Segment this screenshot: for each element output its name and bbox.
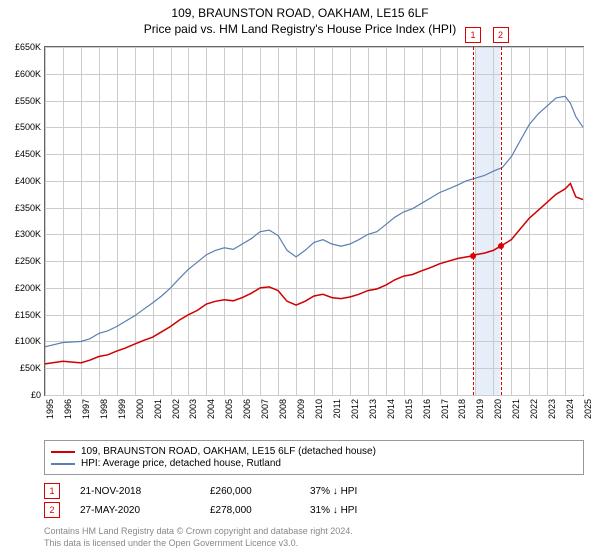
x-tick-label: 2011 bbox=[332, 399, 342, 418]
y-tick-label: £600K bbox=[15, 69, 41, 79]
x-tick-label: 2006 bbox=[242, 399, 252, 419]
x-tick-label: 1998 bbox=[99, 399, 109, 419]
title-subtitle: Price paid vs. HM Land Registry's House … bbox=[0, 22, 600, 36]
x-tick-label: 2000 bbox=[135, 399, 145, 419]
legend-swatch bbox=[51, 463, 75, 465]
sale-delta: 31% ↓ HPI bbox=[310, 505, 410, 516]
x-tick-label: 2009 bbox=[296, 399, 306, 419]
y-tick-label: £300K bbox=[15, 229, 41, 239]
x-tick-label: 2020 bbox=[493, 399, 503, 419]
x-tick-label: 1999 bbox=[117, 399, 127, 419]
sale-delta: 37% ↓ HPI bbox=[310, 486, 410, 497]
legend-item: HPI: Average price, detached house, Rutl… bbox=[51, 458, 577, 469]
x-tick-label: 2015 bbox=[404, 399, 414, 419]
x-tick-label: 1995 bbox=[45, 399, 55, 419]
sale-price: £260,000 bbox=[210, 486, 290, 497]
line-series-svg bbox=[45, 47, 583, 395]
title-address: 109, BRAUNSTON ROAD, OAKHAM, LE15 6LF bbox=[0, 6, 600, 20]
sale-date: 27-MAY-2020 bbox=[80, 505, 190, 516]
y-tick-label: £500K bbox=[15, 122, 41, 132]
attribution: Contains HM Land Registry data © Crown c… bbox=[44, 526, 584, 549]
y-tick-label: £550K bbox=[15, 96, 41, 106]
y-tick-label: £200K bbox=[15, 283, 41, 293]
sales-table: 1 21-NOV-2018 £260,000 37% ↓ HPI 2 27-MA… bbox=[44, 480, 584, 521]
sale-badge: 1 bbox=[44, 483, 60, 499]
x-tick-label: 2012 bbox=[350, 399, 360, 419]
sale-price: £278,000 bbox=[210, 505, 290, 516]
sale-marker: 1 bbox=[465, 27, 481, 43]
x-tick-label: 2002 bbox=[171, 399, 181, 419]
sale-dot bbox=[498, 243, 504, 249]
x-tick-label: 2024 bbox=[565, 399, 575, 419]
y-tick-label: £250K bbox=[15, 256, 41, 266]
y-tick-label: £650K bbox=[15, 42, 41, 52]
sales-row: 2 27-MAY-2020 £278,000 31% ↓ HPI bbox=[44, 502, 584, 518]
plot-area: £0£50K£100K£150K£200K£250K£300K£350K£400… bbox=[44, 46, 584, 396]
x-tick-label: 1997 bbox=[81, 399, 91, 419]
x-tick-label: 2007 bbox=[260, 399, 270, 419]
x-tick-label: 2005 bbox=[224, 399, 234, 419]
x-tick-label: 2003 bbox=[188, 399, 198, 419]
y-tick-label: £0 bbox=[31, 390, 41, 400]
y-tick-label: £100K bbox=[15, 336, 41, 346]
x-tick-label: 2004 bbox=[206, 399, 216, 419]
x-tick-label: 1996 bbox=[63, 399, 73, 419]
legend-label: HPI: Average price, detached house, Rutl… bbox=[81, 458, 281, 469]
sale-marker: 2 bbox=[493, 27, 509, 43]
x-tick-label: 2023 bbox=[547, 399, 557, 419]
x-tick-label: 2025 bbox=[583, 399, 593, 419]
x-tick-label: 2018 bbox=[457, 399, 467, 419]
x-tick-label: 2017 bbox=[440, 399, 450, 419]
x-tick-label: 2010 bbox=[314, 399, 324, 419]
y-tick-label: £400K bbox=[15, 176, 41, 186]
title-block: 109, BRAUNSTON ROAD, OAKHAM, LE15 6LF Pr… bbox=[0, 0, 600, 36]
sale-date: 21-NOV-2018 bbox=[80, 486, 190, 497]
legend-label: 109, BRAUNSTON ROAD, OAKHAM, LE15 6LF (d… bbox=[81, 446, 376, 457]
attribution-line: This data is licensed under the Open Gov… bbox=[44, 538, 584, 550]
y-tick-label: £450K bbox=[15, 149, 41, 159]
x-tick-label: 2019 bbox=[475, 399, 485, 419]
x-tick-label: 2022 bbox=[529, 399, 539, 419]
chart-container: 109, BRAUNSTON ROAD, OAKHAM, LE15 6LF Pr… bbox=[0, 0, 600, 560]
legend: 109, BRAUNSTON ROAD, OAKHAM, LE15 6LF (d… bbox=[44, 440, 584, 475]
x-tick-label: 2008 bbox=[278, 399, 288, 419]
y-tick-label: £350K bbox=[15, 203, 41, 213]
sale-dot bbox=[470, 253, 476, 259]
legend-swatch bbox=[51, 451, 75, 453]
y-tick-label: £150K bbox=[15, 310, 41, 320]
y-tick-label: £50K bbox=[20, 363, 41, 373]
x-tick-label: 2016 bbox=[422, 399, 432, 419]
attribution-line: Contains HM Land Registry data © Crown c… bbox=[44, 526, 584, 538]
legend-item: 109, BRAUNSTON ROAD, OAKHAM, LE15 6LF (d… bbox=[51, 446, 577, 457]
x-tick-label: 2013 bbox=[368, 399, 378, 419]
series-price_paid bbox=[45, 184, 583, 364]
sale-badge: 2 bbox=[44, 502, 60, 518]
series-hpi bbox=[45, 96, 583, 346]
x-tick-label: 2001 bbox=[153, 399, 163, 419]
x-tick-label: 2014 bbox=[386, 399, 396, 419]
sales-row: 1 21-NOV-2018 £260,000 37% ↓ HPI bbox=[44, 483, 584, 499]
x-tick-label: 2021 bbox=[511, 399, 521, 419]
